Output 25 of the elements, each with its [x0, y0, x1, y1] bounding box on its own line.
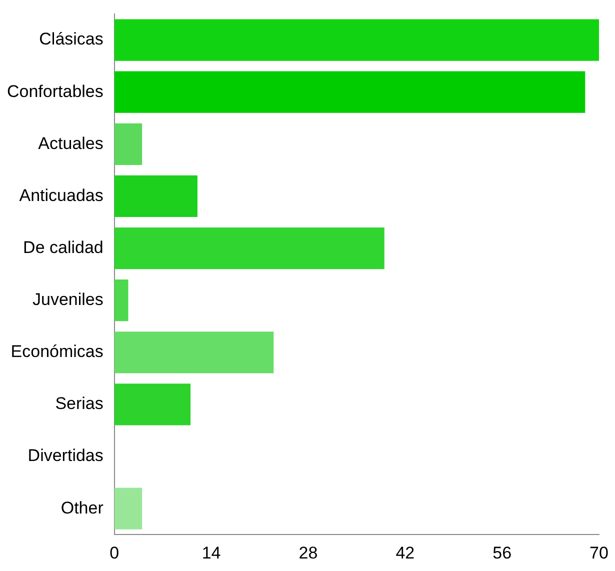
y-tick-label: Other	[60, 498, 104, 518]
y-tick-label: Económicas	[10, 342, 104, 362]
x-tick-label: 70	[590, 543, 608, 562]
bar	[114, 19, 599, 61]
x-tick-label: 56	[492, 543, 512, 562]
bar	[114, 488, 142, 530]
y-tick-label: De calidad	[23, 238, 104, 257]
y-tick-label: Anticuadas	[19, 186, 104, 205]
y-tick-label: Juveniles	[32, 290, 104, 310]
y-tick-label: Clásicas	[39, 30, 104, 49]
x-tick-label: 28	[298, 543, 318, 562]
bar	[114, 332, 274, 374]
x-tick-label: 0	[110, 543, 120, 562]
y-tick-label: Divertidas	[28, 446, 104, 466]
bar	[114, 227, 384, 270]
bar	[114, 123, 142, 165]
x-tick-label: 42	[396, 543, 415, 562]
x-tick-label: 14	[202, 543, 221, 562]
bar	[114, 280, 128, 322]
y-tick-label: Serias	[55, 394, 104, 414]
bar	[114, 71, 586, 113]
y-tick-label: Actuales	[38, 134, 104, 153]
bar	[114, 175, 198, 218]
y-tick-label: Confortables	[7, 82, 104, 101]
bar	[114, 384, 191, 426]
